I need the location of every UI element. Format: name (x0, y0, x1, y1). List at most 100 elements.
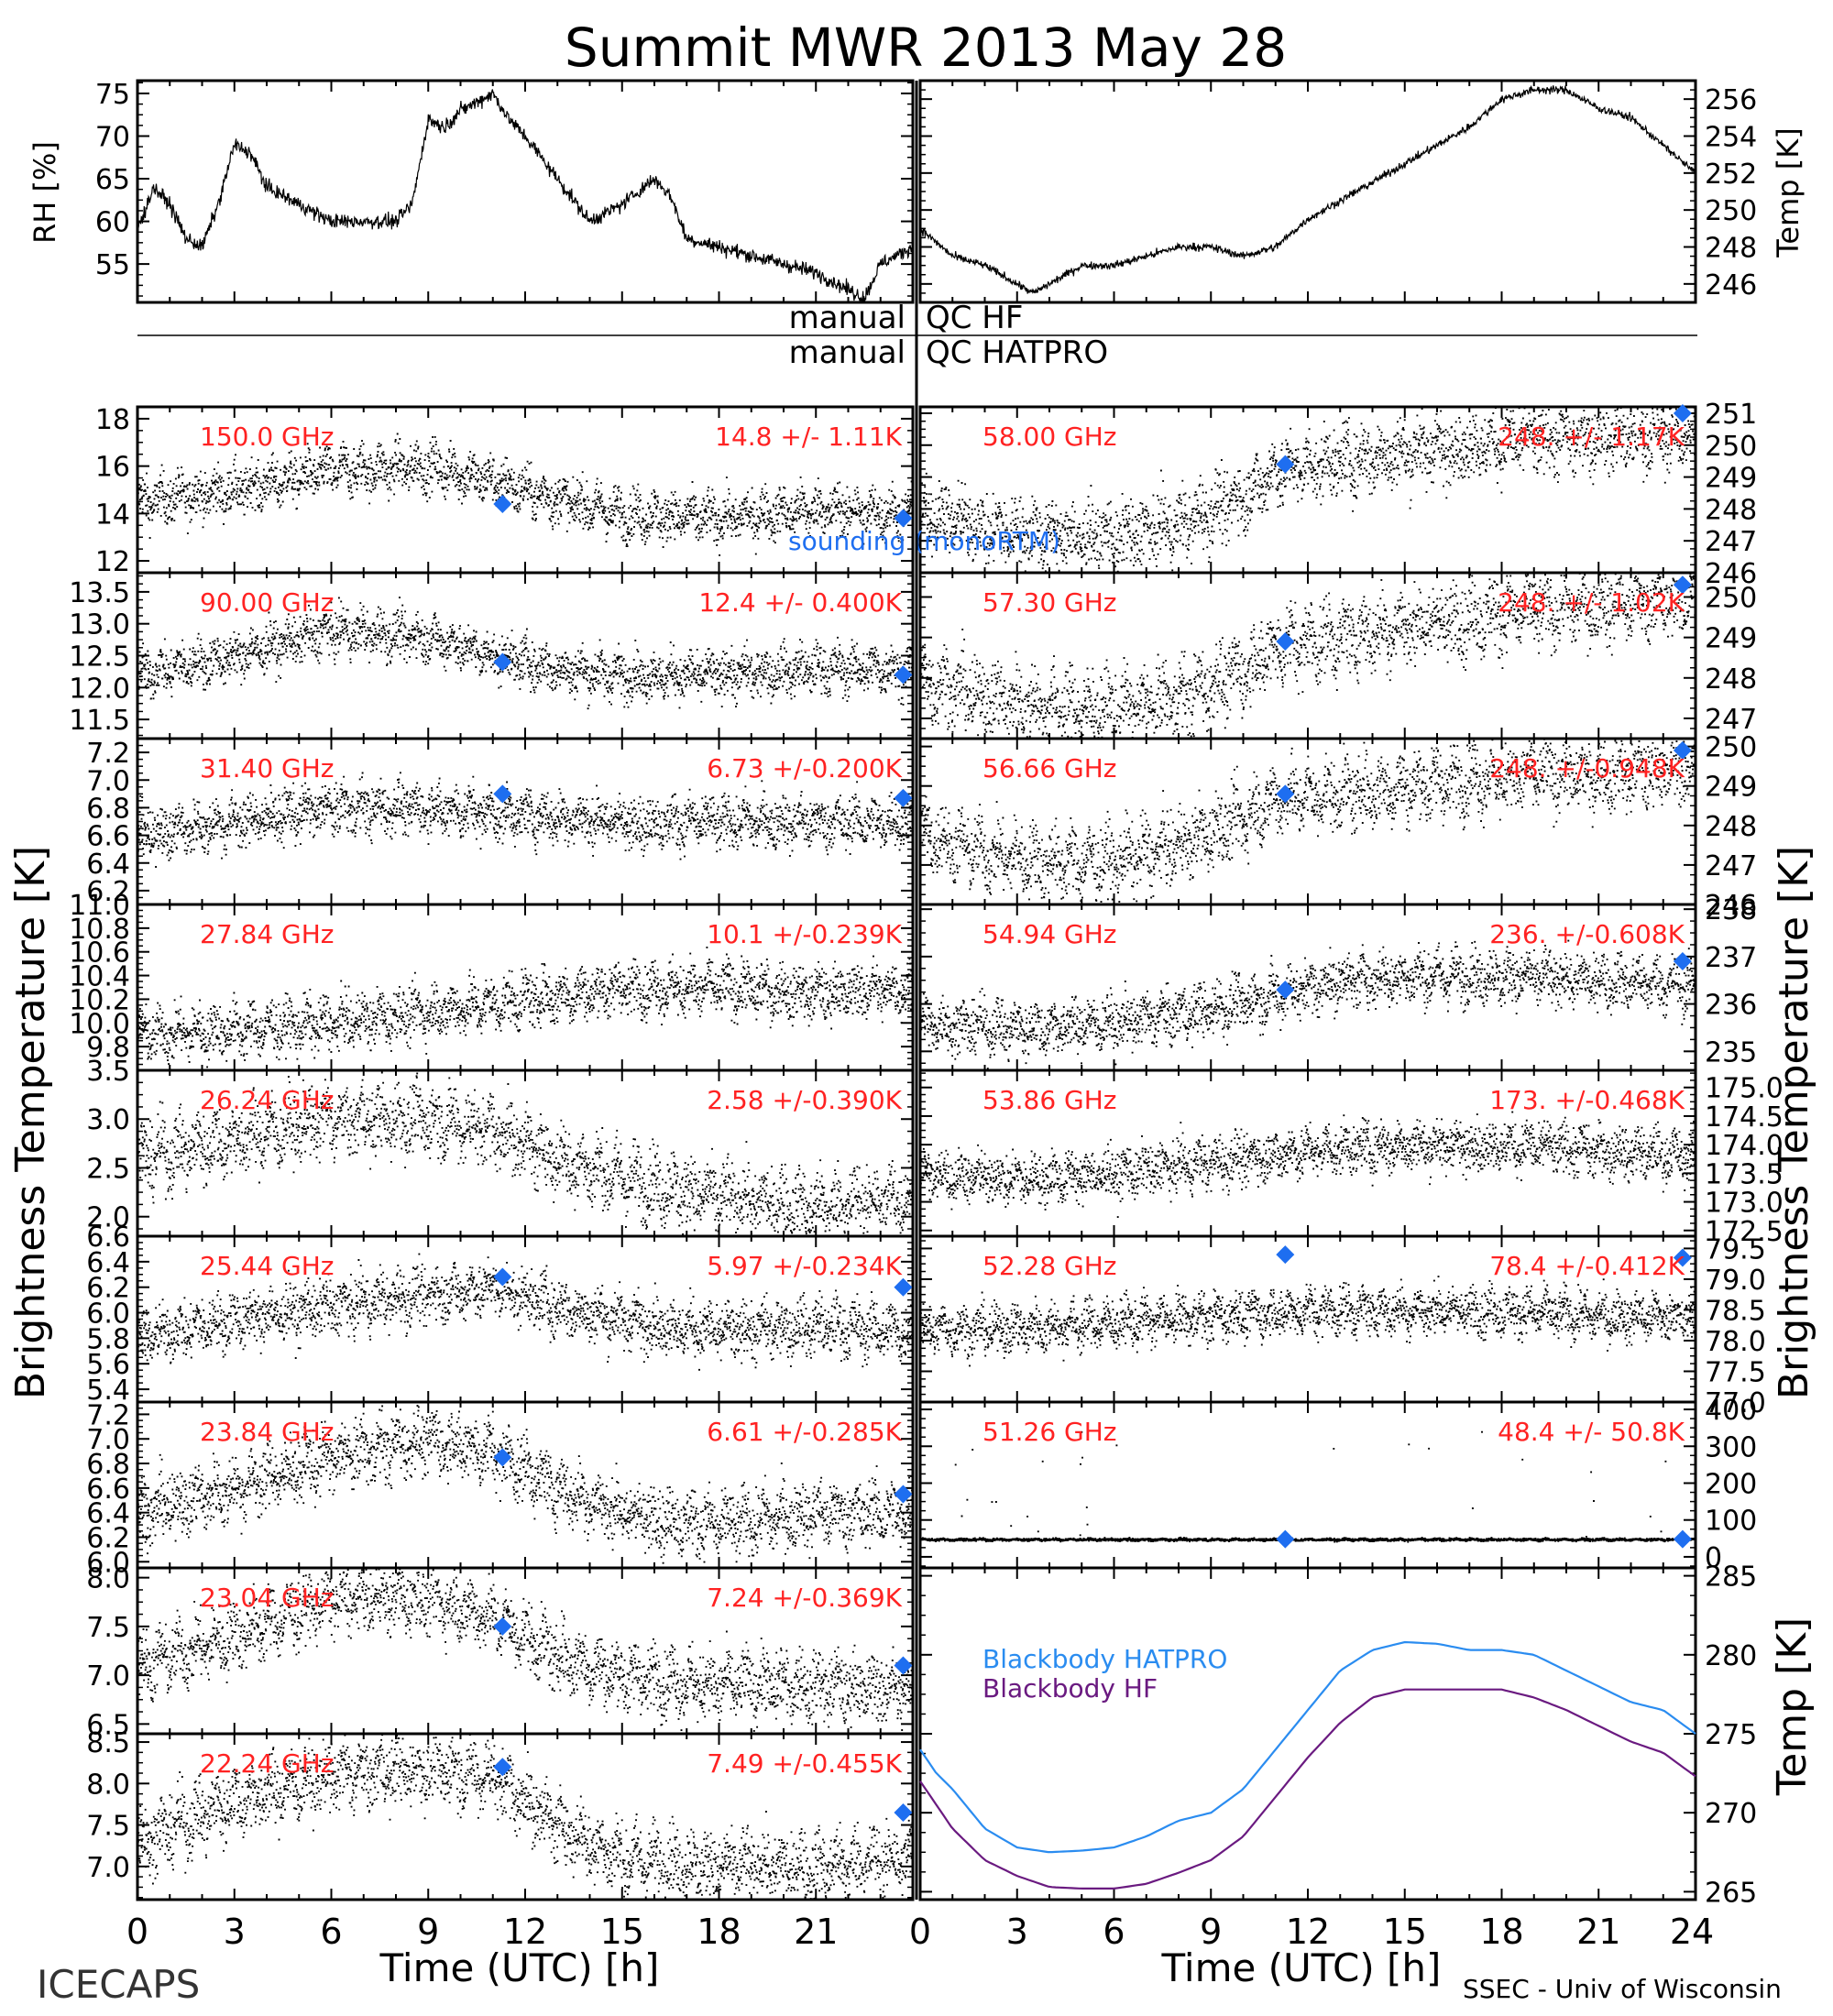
y-tick-label: 238 (1705, 894, 1757, 926)
x-tick-label: 9 (1200, 1912, 1222, 1952)
y-tick-label: 248 (1705, 233, 1757, 265)
data-points (919, 1430, 1697, 1543)
data-points (137, 772, 915, 868)
y-tick-label: 100 (1705, 1506, 1757, 1538)
channel-stats: 248. +/- 1.02K (1498, 587, 1685, 618)
sounding-marker (493, 495, 512, 514)
y-tick-label: 6.2 (86, 876, 130, 908)
channel-stats: 173. +/-0.468K (1489, 1085, 1685, 1115)
y-tick-label: 77.5 (1705, 1356, 1766, 1388)
y-tick-label: 235 (1705, 1036, 1757, 1068)
x-tick-label: 12 (1286, 1912, 1330, 1952)
y-tick-label: 10.0 (69, 1008, 130, 1040)
y-tick-label: 13.5 (69, 577, 130, 609)
y-tick-label: 174.5 (1705, 1101, 1784, 1134)
qc-hatpro-label-right: QC HATPRO (926, 334, 1108, 371)
sounding-marker (1673, 740, 1692, 760)
channel-label: 31.40 GHz (200, 753, 335, 783)
y-tick-label: 78.5 (1705, 1295, 1766, 1327)
y-tick-label: 6.8 (86, 793, 130, 825)
y-tick-label: 7.5 (86, 1612, 130, 1644)
x-axis-label-right: Time (UTC) [h] (1161, 1945, 1442, 1990)
y-tick-label: 55 (95, 249, 130, 281)
panel-ch31: 6.26.46.66.87.07.2 31.40 GHz 6.73 +/-0.200… (86, 737, 915, 908)
y-tick-label: 400 (1705, 1395, 1757, 1427)
panel-blackbody: 265 270 275 280 285 Blackbody HATPROBlackbody… (918, 1561, 1757, 1909)
panel-ch56: 246 247 248 249 250 56.66 GHz 248. +/-0.948K (918, 732, 1757, 922)
data-points (919, 406, 1697, 575)
qc-hf-label-left: manual (789, 300, 906, 336)
y-tick-label: 0 (1705, 1542, 1722, 1574)
tb-axis-label-right: Brightness Temperature [K] (1771, 846, 1817, 1399)
y-tick-label: 8.0 (86, 1769, 130, 1801)
sounding-marker (493, 652, 512, 672)
legend-bb-hatpro: Blackbody HATPRO (982, 1644, 1227, 1674)
y-tick-label: 6.0 (86, 1298, 130, 1331)
y-tick-label: 249 (1705, 623, 1757, 655)
data-points (137, 597, 915, 710)
channel-label: 51.26 GHz (982, 1417, 1117, 1447)
x-tick-label: 18 (697, 1912, 741, 1952)
channel-label: 90.00 GHz (200, 587, 335, 618)
y-tick-label: 10.6 (69, 937, 130, 970)
panel-ch57: 247 248 249 250 57.30 GHz 248. +/- 1.02K (918, 571, 1757, 740)
x-tick-label: 6 (320, 1912, 342, 1952)
x-tick-label: 3 (1006, 1912, 1028, 1952)
y-tick-label: 249 (1705, 772, 1757, 804)
y-tick-label: 248 (1705, 811, 1757, 843)
sounding-marker (894, 1277, 913, 1297)
y-tick-label: 248 (1705, 494, 1757, 526)
y-tick-label: 247 (1705, 526, 1757, 558)
y-tick-label: 11.5 (69, 705, 130, 737)
sounding-marker (894, 1656, 913, 1675)
channel-label: 57.30 GHz (982, 587, 1117, 618)
sounding-marker (1673, 575, 1692, 595)
series-line (137, 89, 914, 303)
sounding-marker (1673, 1529, 1692, 1549)
y-tick-label: 250 (1705, 582, 1757, 614)
y-tick-label: 14 (95, 499, 130, 531)
y-tick-label: 7.0 (86, 1660, 130, 1693)
y-tick-label: 10.4 (69, 961, 130, 993)
channel-stats: 7.24 +/-0.369K (707, 1583, 902, 1613)
sounding-marker (493, 1758, 512, 1777)
y-tick-label: 3.5 (86, 1056, 130, 1088)
y-tick-label: 256 (1705, 84, 1757, 116)
x-tick-label: 15 (1383, 1912, 1427, 1952)
sounding-marker (1673, 952, 1692, 971)
y-tick-label: 6.6 (86, 1474, 130, 1506)
y-tick-label: 246 (1705, 269, 1757, 301)
x-axis-label-left: Time (UTC) [h] (379, 1945, 660, 1990)
panel-ch25: 5.45.65.86.06.26.46.6 25.44 GHz 5.97 +/-0.… (86, 1222, 915, 1407)
sounding-marker (1276, 784, 1295, 804)
y-tick-label: 7.0 (86, 765, 130, 797)
bb-axis-label: Temp [K] (1769, 1617, 1816, 1796)
channel-label: 27.84 GHz (200, 919, 335, 949)
y-tick-label: 2.5 (86, 1153, 130, 1185)
qc-hatpro-label-left: manual (789, 334, 906, 371)
sounding-legend: sounding (monoRTM) (788, 526, 1060, 556)
channel-stats: 2.58 +/-0.390K (707, 1085, 902, 1115)
x-tick-label: 24 (1670, 1912, 1714, 1952)
panel-ch23_04: 6.5 7.0 7.5 8.0 23.04 GHz 7.24 +/-0.369K (86, 1563, 915, 1741)
x-tick-label: 0 (126, 1912, 148, 1952)
channel-label: 25.44 GHz (200, 1251, 335, 1281)
channel-label: 58.00 GHz (982, 422, 1117, 452)
x-tick-label: 3 (224, 1912, 246, 1952)
data-points (919, 1276, 1697, 1367)
y-tick-label: 7.0 (86, 1424, 130, 1456)
panel-ch23_84: 6.06.26.46.66.87.07.2 23.84 GHz 6.61 +/-0.… (86, 1399, 915, 1579)
sounding-marker (493, 1448, 512, 1467)
channel-stats: 78.4 +/-0.412K (1489, 1251, 1685, 1281)
y-tick-label: 236 (1705, 990, 1757, 1022)
panel-ch54: 235 236 237 238 54.94 GHz 236. +/-0.608K (918, 894, 1757, 1072)
y-tick-label: 7.2 (86, 1399, 130, 1431)
y-tick-label: 265 (1705, 1877, 1757, 1909)
panel-ch51: 0 100 200 300 400 51.26 GHz 48.4 +/- 50.8K (918, 1395, 1757, 1574)
temp-axis-label: Temp [K] (1771, 127, 1806, 257)
y-tick-label: 6.6 (86, 1222, 130, 1254)
y-tick-label: 12 (95, 546, 130, 578)
y-tick-label: 7.2 (86, 738, 130, 770)
